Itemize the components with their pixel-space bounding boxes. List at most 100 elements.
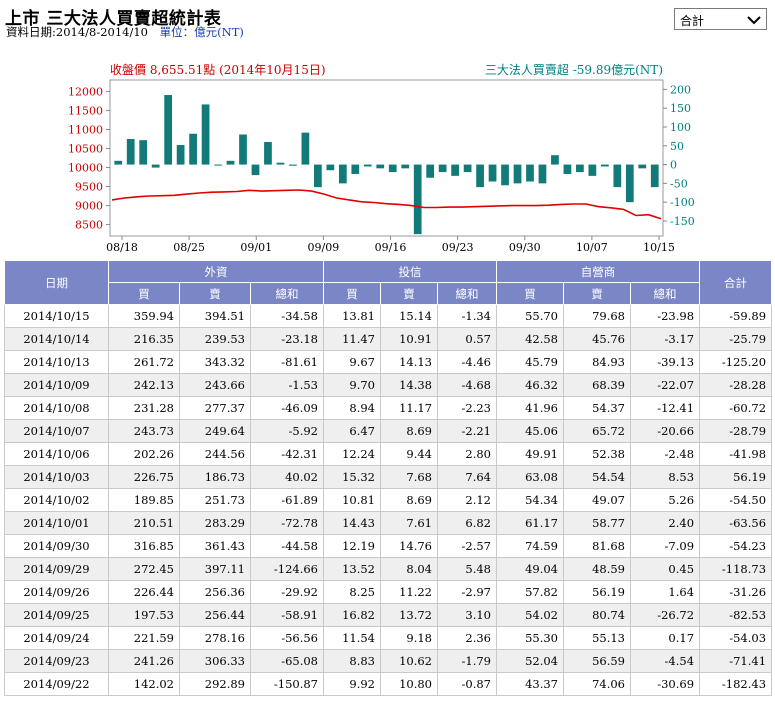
x-tick-label: 08/25 bbox=[173, 241, 205, 254]
table-row: 2014/10/06 202.26 244.56 -42.31 12.24 9.44 2.8… bbox=[4, 442, 773, 466]
value-cell: 55.13 bbox=[563, 626, 631, 650]
value-cell: 6.47 bbox=[323, 419, 381, 443]
value-cell: 11.17 bbox=[380, 396, 438, 420]
value-cell: 84.93 bbox=[563, 350, 631, 374]
x-tick-label: 09/30 bbox=[509, 241, 541, 254]
value-cell: 2.80 bbox=[437, 442, 497, 466]
right-tick-label: 50 bbox=[670, 140, 684, 153]
value-cell: -30.69 bbox=[630, 672, 701, 696]
net-buy-sell-bar bbox=[201, 104, 210, 165]
value-cell: 61.17 bbox=[496, 511, 564, 535]
left-tick-label: 8500 bbox=[75, 219, 103, 232]
value-cell: -56.56 bbox=[250, 626, 324, 650]
value-cell: 54.02 bbox=[496, 603, 564, 627]
value-cell: -2.21 bbox=[437, 419, 497, 443]
value-cell: -124.66 bbox=[250, 557, 324, 581]
value-cell: -63.56 bbox=[699, 511, 773, 535]
select-value: 合計 bbox=[680, 14, 705, 28]
value-cell: -25.79 bbox=[699, 327, 773, 351]
value-cell: 2.40 bbox=[630, 511, 701, 535]
value-cell: 7.61 bbox=[380, 511, 438, 535]
value-cell: 45.79 bbox=[496, 350, 564, 374]
total-type-select[interactable]: 合計 bbox=[674, 8, 767, 30]
value-cell: 9.92 bbox=[323, 672, 381, 696]
table-row: 2014/09/24 221.59 278.16 -56.56 11.54 9.18 2.3… bbox=[4, 626, 773, 650]
date-cell: 2014/10/15 bbox=[4, 304, 109, 328]
value-cell: 292.89 bbox=[179, 672, 251, 696]
value-cell: 0.57 bbox=[437, 327, 497, 351]
value-cell: 11.47 bbox=[323, 327, 381, 351]
value-cell: 316.85 bbox=[108, 534, 180, 558]
left-tick-label: 10000 bbox=[68, 162, 103, 175]
header-total: 合計 bbox=[699, 260, 773, 305]
value-cell: -71.41 bbox=[699, 649, 773, 673]
value-cell: 10.62 bbox=[380, 649, 438, 673]
value-cell: 12.24 bbox=[323, 442, 381, 466]
value-cell: 202.26 bbox=[108, 442, 180, 466]
value-cell: 9.67 bbox=[323, 350, 381, 374]
value-cell: -72.78 bbox=[250, 511, 324, 535]
value-cell: 2.36 bbox=[437, 626, 497, 650]
value-cell: 55.30 bbox=[496, 626, 564, 650]
net-buy-sell-bar bbox=[239, 134, 247, 165]
value-cell: 13.72 bbox=[380, 603, 438, 627]
value-cell: -42.31 bbox=[250, 442, 324, 466]
net-buy-sell-bar bbox=[326, 164, 335, 171]
date-range-text: 資料日期:2014/8-2014/10 bbox=[6, 25, 148, 39]
value-cell: -7.09 bbox=[630, 534, 701, 558]
date-cell: 2014/09/22 bbox=[4, 672, 109, 696]
table-row: 2014/10/14 216.35 239.53 -23.18 11.47 10.91 0.… bbox=[4, 327, 773, 351]
value-cell: -4.68 bbox=[437, 373, 497, 397]
value-cell: 41.96 bbox=[496, 396, 564, 420]
value-cell: -34.58 bbox=[250, 304, 324, 328]
net-buy-sell-bar bbox=[301, 132, 310, 165]
net-buy-sell-bar bbox=[176, 145, 185, 165]
header-date: 日期 bbox=[4, 260, 109, 305]
value-cell: 9.44 bbox=[380, 442, 438, 466]
value-cell: -54.50 bbox=[699, 488, 773, 512]
value-cell: 68.39 bbox=[563, 373, 631, 397]
header-dealer: 自營商 bbox=[495, 260, 701, 283]
left-tick-label: 12000 bbox=[68, 85, 103, 98]
table-row: 2014/09/25 197.53 256.44 -58.91 16.82 13.72 3.… bbox=[4, 603, 773, 627]
right-tick-label: 150 bbox=[670, 102, 691, 115]
value-cell: -3.17 bbox=[630, 327, 701, 351]
left-chart-title: 收盤價 8,655.51點 (2014年10月15日) bbox=[110, 63, 326, 77]
date-cell: 2014/09/29 bbox=[4, 557, 109, 581]
value-cell: 231.28 bbox=[108, 396, 180, 420]
value-cell: 14.38 bbox=[380, 373, 438, 397]
net-buy-sell-bar bbox=[563, 164, 572, 174]
table-row: 2014/10/01 210.51 283.29 -72.78 14.43 7.61 6.8… bbox=[4, 511, 773, 535]
net-buy-sell-bar bbox=[363, 164, 372, 167]
value-cell: 283.29 bbox=[179, 511, 251, 535]
table-row: 2014/10/15 359.94 394.51 -34.58 13.81 15.14 -1… bbox=[4, 304, 773, 328]
value-cell: 74.59 bbox=[496, 534, 564, 558]
value-cell: 261.72 bbox=[108, 350, 180, 374]
value-cell: 8.94 bbox=[323, 396, 381, 420]
value-cell: 9.18 bbox=[380, 626, 438, 650]
value-cell: 8.04 bbox=[380, 557, 438, 581]
value-cell: -2.97 bbox=[437, 580, 497, 604]
value-cell: -23.98 bbox=[630, 304, 701, 328]
chevron-down-icon bbox=[747, 16, 761, 25]
value-cell: 186.73 bbox=[179, 465, 251, 489]
net-buy-sell-bar bbox=[588, 164, 597, 176]
date-cell: 2014/10/06 bbox=[4, 442, 109, 466]
value-cell: -1.79 bbox=[437, 649, 497, 673]
table-row: 2014/10/08 231.28 277.37 -46.09 8.94 11.17 -2.… bbox=[4, 396, 773, 420]
subheader-net: 總和 bbox=[250, 282, 324, 305]
value-cell: 55.70 bbox=[496, 304, 564, 328]
value-cell: -31.26 bbox=[699, 580, 773, 604]
value-cell: -1.34 bbox=[437, 304, 497, 328]
value-cell: 46.32 bbox=[496, 373, 564, 397]
x-tick-label: 10/07 bbox=[576, 241, 608, 254]
net-buy-sell-bar bbox=[226, 160, 235, 165]
net-buy-sell-bar bbox=[276, 162, 285, 165]
net-buy-sell-bar bbox=[114, 160, 123, 165]
value-cell: -82.53 bbox=[699, 603, 773, 627]
data-range-line: 資料日期:2014/8-2014/10 單位：億元(NT) bbox=[6, 24, 244, 40]
close-price-line bbox=[111, 189, 662, 220]
value-cell: 226.75 bbox=[108, 465, 180, 489]
x-tick-label: 08/18 bbox=[106, 241, 138, 254]
value-cell: 14.43 bbox=[323, 511, 381, 535]
